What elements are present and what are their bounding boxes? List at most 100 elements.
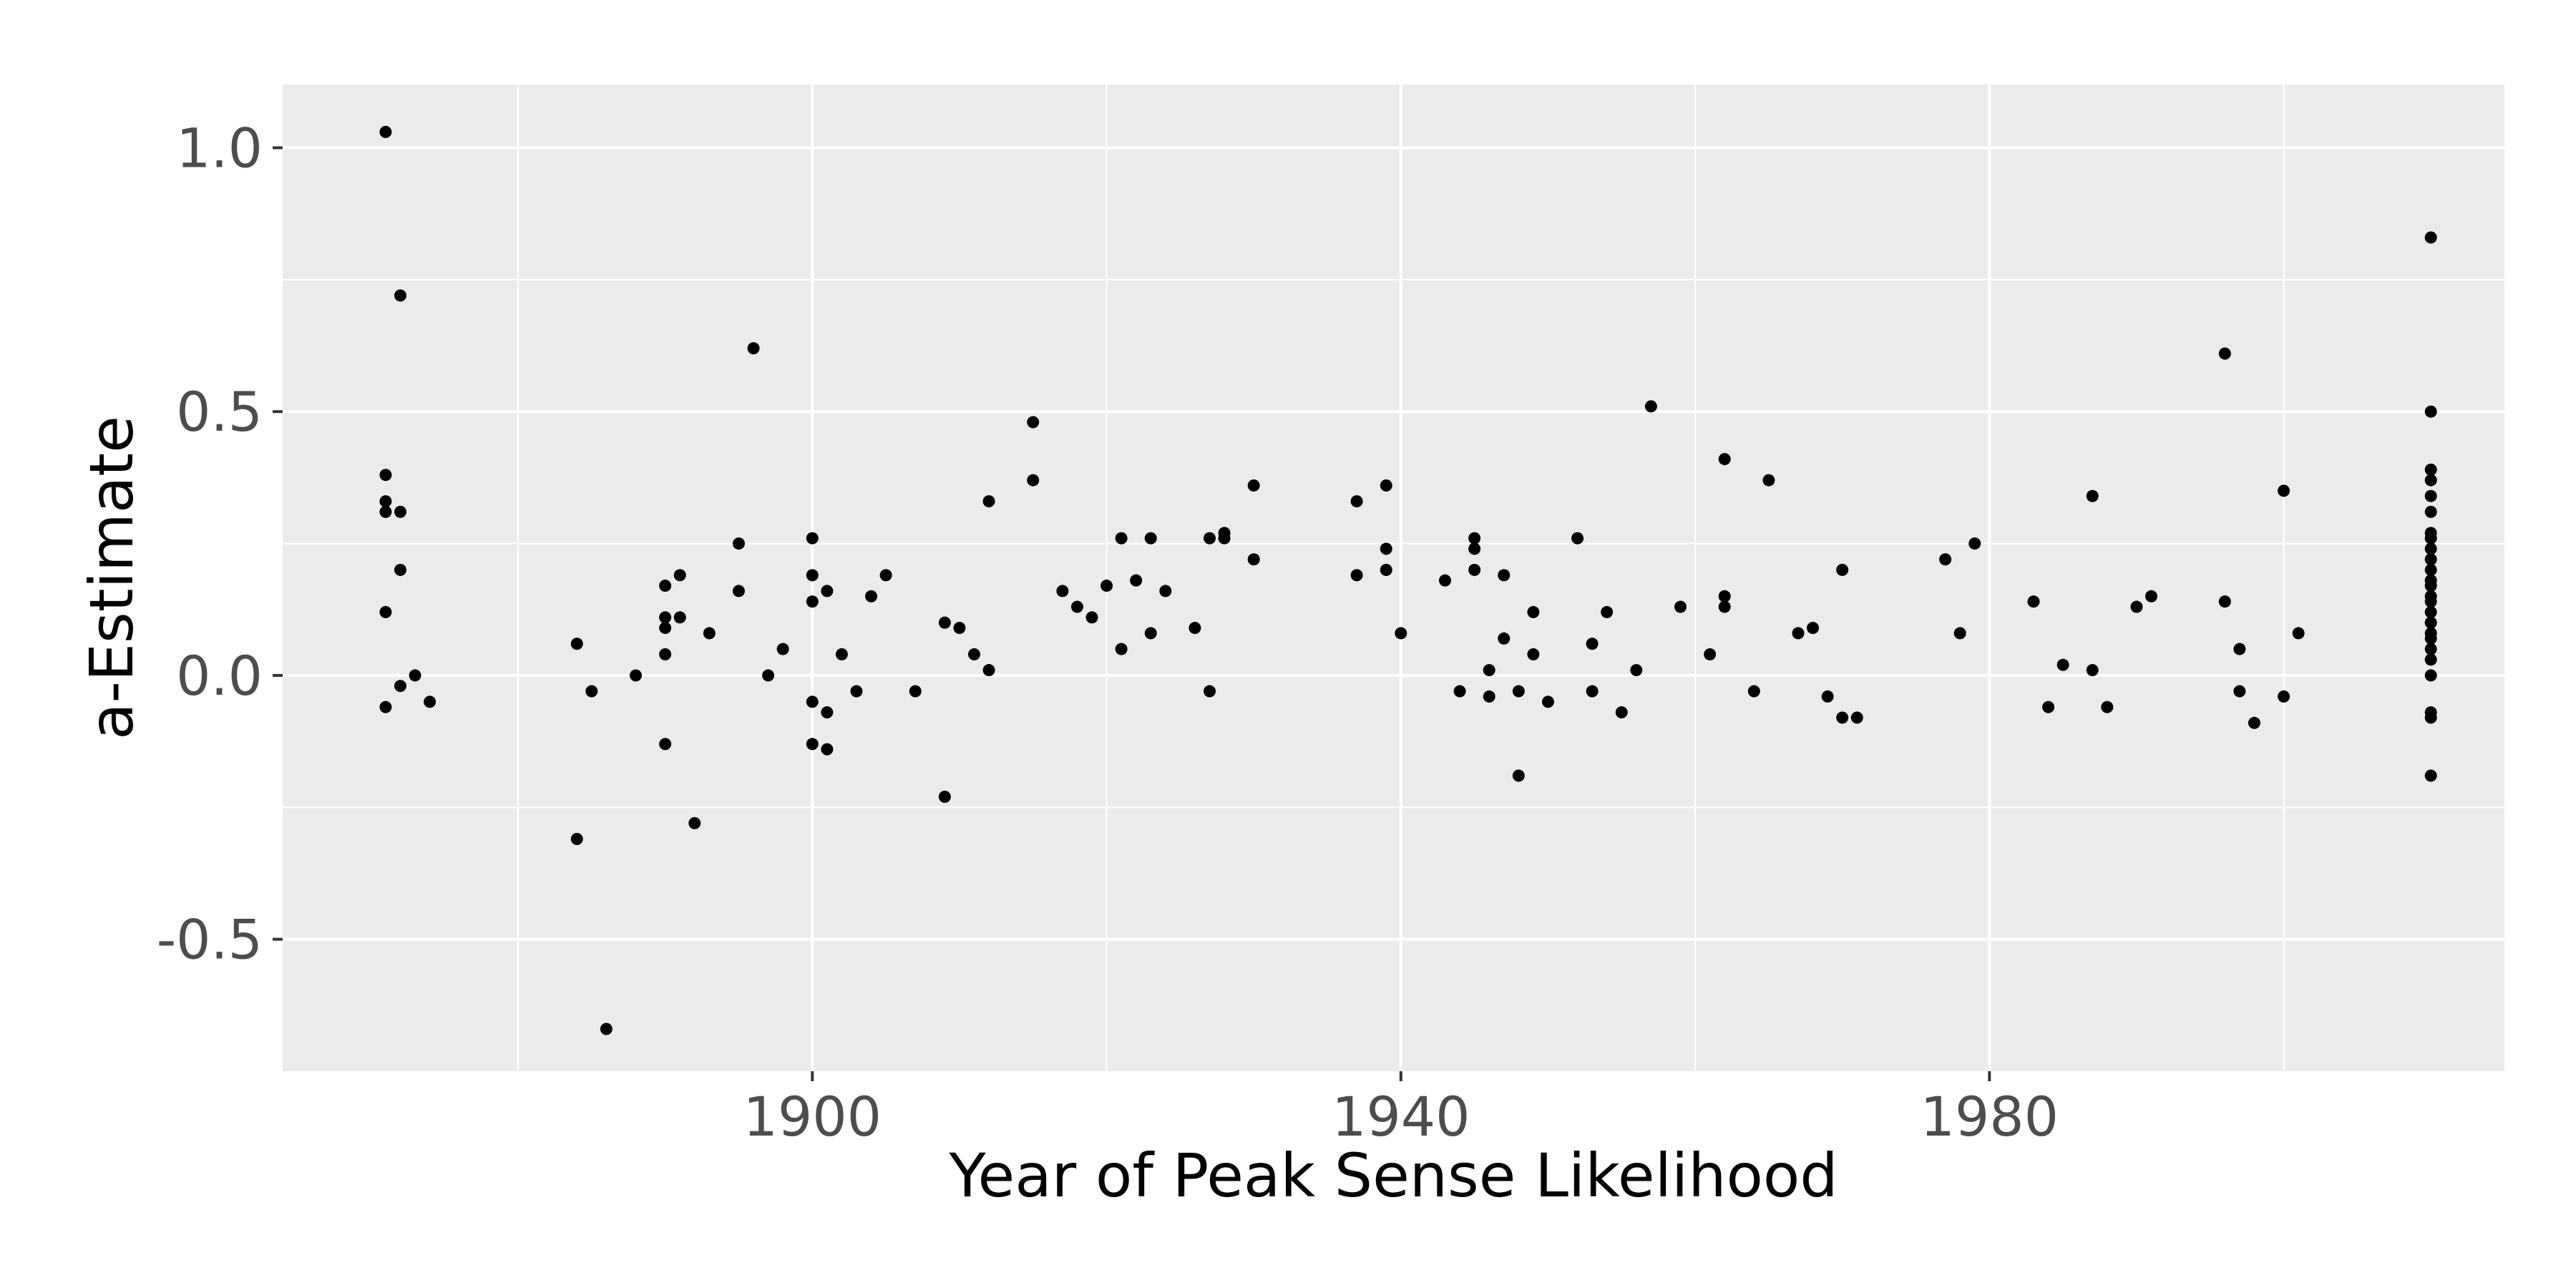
data-point bbox=[394, 680, 407, 693]
y-tick-label: 1.0 bbox=[176, 116, 263, 180]
data-point bbox=[1836, 711, 1849, 724]
data-point bbox=[2424, 474, 2437, 487]
data-point bbox=[982, 495, 995, 508]
data-point bbox=[2130, 600, 2143, 613]
data-point bbox=[1541, 696, 1554, 708]
data-point bbox=[1644, 400, 1657, 413]
data-point bbox=[2233, 643, 2246, 655]
data-point bbox=[659, 580, 672, 592]
data-point bbox=[1836, 563, 1849, 576]
data-point bbox=[2233, 685, 2246, 698]
data-point bbox=[1350, 495, 1363, 508]
x-axis: 1900 1940 1980 bbox=[743, 1071, 2059, 1148]
data-point bbox=[659, 611, 672, 624]
y-tick-label: 0.0 bbox=[176, 644, 263, 708]
minor-grid bbox=[283, 84, 2504, 1071]
data-point bbox=[1483, 664, 1496, 677]
data-point bbox=[379, 505, 392, 518]
data-point bbox=[1115, 532, 1128, 545]
data-point bbox=[806, 532, 819, 545]
data-point bbox=[394, 505, 407, 518]
data-point bbox=[1968, 537, 1981, 550]
data-point bbox=[953, 622, 966, 635]
data-point bbox=[850, 685, 863, 698]
data-point bbox=[2424, 769, 2437, 782]
data-point bbox=[732, 585, 745, 597]
data-point bbox=[600, 1023, 613, 1035]
data-point bbox=[1203, 532, 1216, 545]
data-point bbox=[1203, 685, 1216, 698]
data-point bbox=[938, 791, 951, 804]
data-point bbox=[835, 648, 848, 660]
data-point bbox=[2424, 505, 2437, 518]
data-point bbox=[1468, 563, 1481, 576]
data-point bbox=[1512, 769, 1525, 782]
data-point bbox=[2424, 669, 2437, 682]
data-point bbox=[821, 706, 834, 719]
data-point bbox=[1850, 711, 1863, 724]
data-point bbox=[409, 669, 421, 682]
data-point bbox=[2424, 463, 2437, 476]
data-point bbox=[1144, 627, 1157, 640]
data-point bbox=[762, 669, 775, 682]
data-point bbox=[1027, 416, 1040, 429]
data-point bbox=[2424, 595, 2437, 608]
data-point bbox=[2424, 580, 2437, 592]
data-point bbox=[394, 563, 407, 576]
data-point bbox=[2424, 405, 2437, 418]
data-point bbox=[379, 701, 392, 713]
data-point bbox=[2424, 643, 2437, 655]
data-point bbox=[630, 669, 643, 682]
data-points bbox=[379, 125, 2437, 1035]
data-point bbox=[394, 289, 407, 302]
data-point bbox=[865, 590, 878, 602]
data-point bbox=[2086, 489, 2099, 502]
data-point bbox=[1498, 632, 1511, 645]
x-tick-label: 1980 bbox=[1921, 1085, 2059, 1148]
data-point bbox=[2101, 701, 2114, 713]
data-point bbox=[2218, 347, 2231, 360]
data-point bbox=[1027, 474, 1040, 487]
data-point bbox=[1468, 532, 1481, 545]
data-point bbox=[2292, 627, 2305, 640]
data-point bbox=[379, 125, 392, 138]
x-tick-label: 1940 bbox=[1332, 1085, 1470, 1148]
data-point bbox=[1586, 685, 1599, 698]
data-point bbox=[909, 685, 922, 698]
data-point bbox=[2086, 664, 2099, 677]
data-point bbox=[2424, 605, 2437, 618]
data-point bbox=[2424, 532, 2437, 545]
data-point bbox=[1395, 627, 1407, 640]
data-point bbox=[2424, 231, 2437, 244]
data-point bbox=[967, 648, 980, 660]
data-point bbox=[1792, 627, 1805, 640]
data-point bbox=[570, 638, 583, 650]
data-point bbox=[2424, 653, 2437, 666]
data-point bbox=[2218, 595, 2231, 608]
data-point bbox=[673, 611, 686, 624]
data-point bbox=[1953, 627, 1966, 640]
data-point bbox=[806, 595, 819, 608]
data-point bbox=[1159, 585, 1172, 597]
data-point bbox=[982, 664, 995, 677]
data-point bbox=[1586, 638, 1599, 650]
data-point bbox=[1762, 474, 1775, 487]
data-point bbox=[732, 537, 745, 550]
data-point bbox=[806, 696, 819, 708]
data-point bbox=[2424, 632, 2437, 645]
data-point bbox=[1718, 453, 1731, 466]
data-point bbox=[1601, 605, 1614, 618]
data-point bbox=[1453, 685, 1466, 698]
data-point bbox=[879, 569, 892, 582]
data-point bbox=[1247, 479, 1260, 492]
data-point bbox=[1115, 643, 1128, 655]
data-point bbox=[2424, 563, 2437, 576]
data-point bbox=[585, 685, 598, 698]
data-point bbox=[2248, 716, 2260, 729]
data-point bbox=[1085, 611, 1098, 624]
data-point bbox=[1247, 553, 1260, 566]
data-point bbox=[673, 569, 686, 582]
data-point bbox=[424, 696, 436, 708]
data-point bbox=[938, 616, 951, 629]
